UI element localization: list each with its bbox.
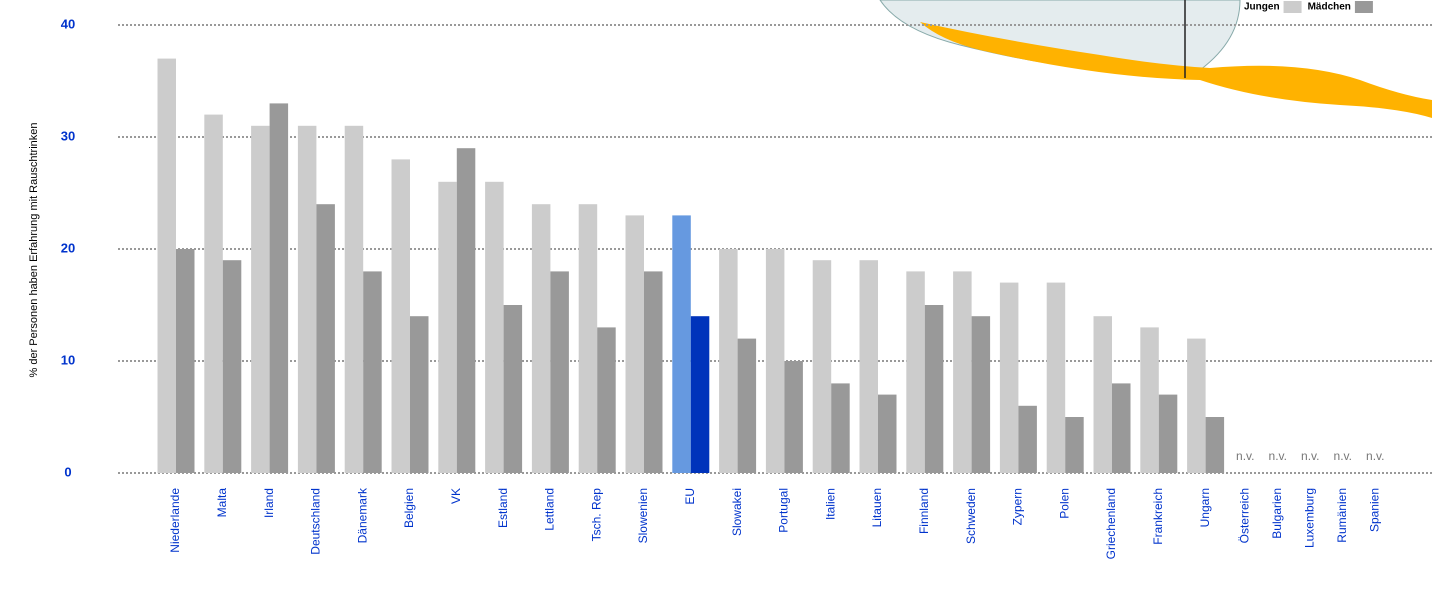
bar <box>766 249 785 473</box>
legend-label: Mädchen <box>1308 2 1351 13</box>
bar <box>1159 395 1178 473</box>
bar <box>176 249 195 473</box>
page: % der Personen haben Erfahrung mit Rausc… <box>0 0 1432 593</box>
x-tick-label: EU <box>683 488 697 505</box>
x-tick-label: Niederlande <box>168 488 182 553</box>
y-axis-label: % der Personen haben Erfahrung mit Rausc… <box>28 123 40 378</box>
bar <box>925 305 944 473</box>
bar <box>972 316 991 473</box>
bar <box>1187 339 1206 473</box>
x-tick-label: Schweden <box>964 488 978 544</box>
bar <box>644 271 663 473</box>
value-label: n.v. <box>1366 449 1384 463</box>
bar <box>223 260 242 473</box>
legend-label: Jungen <box>1244 2 1280 13</box>
bar <box>1065 417 1084 473</box>
bar <box>878 395 897 473</box>
x-tick-label: Estland <box>496 488 510 528</box>
bar <box>363 271 382 473</box>
bar <box>298 126 317 473</box>
x-tick-label: Dänemark <box>355 487 369 543</box>
bar <box>410 316 429 473</box>
bar <box>316 204 335 473</box>
bar <box>457 148 476 473</box>
bar <box>392 159 411 473</box>
bar <box>532 204 551 473</box>
bar <box>438 182 457 473</box>
value-label: n.v. <box>1301 449 1319 463</box>
x-tick-label: Spanien <box>1367 488 1381 532</box>
bar <box>626 215 645 473</box>
decoration <box>880 0 1432 118</box>
x-tick-label: Zypern <box>1011 488 1025 525</box>
y-tick-label: 20 <box>61 240 75 255</box>
x-tick-label: Frankreich <box>1151 488 1165 545</box>
bar <box>1018 406 1037 473</box>
bar <box>738 339 757 473</box>
x-tick-label: Tsch. Rep <box>589 488 603 542</box>
x-tick-label: Bulgarien <box>1270 488 1284 539</box>
bar <box>672 215 691 473</box>
bar <box>550 271 569 473</box>
x-tick-label: Malta <box>215 488 229 518</box>
bar <box>204 115 223 473</box>
bar <box>813 260 832 473</box>
bar <box>158 59 177 473</box>
value-label: n.v. <box>1269 449 1287 463</box>
chart: % der Personen haben Erfahrung mit Rausc… <box>0 0 1432 593</box>
x-tick-label: Österreich <box>1237 488 1251 543</box>
bar <box>597 327 616 473</box>
y-tick-label: 0 <box>64 464 71 479</box>
bar <box>831 383 850 473</box>
x-tick-label: Polen <box>1057 488 1071 519</box>
bar <box>1140 327 1159 473</box>
x-tick-label: Portugal <box>777 488 791 533</box>
x-tick-label: Italien <box>823 488 837 520</box>
bar <box>504 305 522 473</box>
x-tick-label: Griechenland <box>1104 488 1118 559</box>
bar <box>953 271 972 473</box>
bar <box>270 103 289 473</box>
bar <box>906 271 925 473</box>
bar <box>251 126 270 473</box>
x-tick-label: VK <box>449 488 463 504</box>
x-tick-label: Litauen <box>870 488 884 527</box>
x-tick-label: Rumänien <box>1335 488 1349 543</box>
x-tick-label: Luxemburg <box>1302 488 1316 548</box>
y-tick-label: 30 <box>61 128 75 143</box>
bar <box>719 249 738 473</box>
y-tick-label: 10 <box>61 352 75 367</box>
x-tick-label: Slowakei <box>730 488 744 536</box>
x-tick-label: Irland <box>262 488 276 518</box>
bar <box>860 260 879 473</box>
x-tick-label: Lettland <box>543 488 557 531</box>
x-tick-label: Finnland <box>917 488 931 534</box>
x-tick-label: Deutschland <box>309 488 323 555</box>
x-tick-label: Belgien <box>402 488 416 528</box>
value-label: n.v. <box>1236 449 1254 463</box>
bar <box>1112 383 1131 473</box>
bar <box>691 316 710 473</box>
x-tick-label: Slowenien <box>636 488 650 543</box>
bar <box>345 126 364 473</box>
y-tick-label: 40 <box>61 16 75 31</box>
value-label: n.v. <box>1334 449 1352 463</box>
bar <box>1000 283 1019 473</box>
x-tick-label: Ungarn <box>1198 488 1212 527</box>
legend-swatch <box>1284 1 1302 13</box>
bar <box>579 204 598 473</box>
legend-swatch <box>1355 1 1373 13</box>
bar <box>784 361 803 473</box>
bar <box>1047 283 1066 473</box>
bar <box>1206 417 1225 473</box>
legend: Jungen Mädchen <box>1244 1 1373 13</box>
bar <box>485 182 504 473</box>
bar <box>1094 316 1113 473</box>
